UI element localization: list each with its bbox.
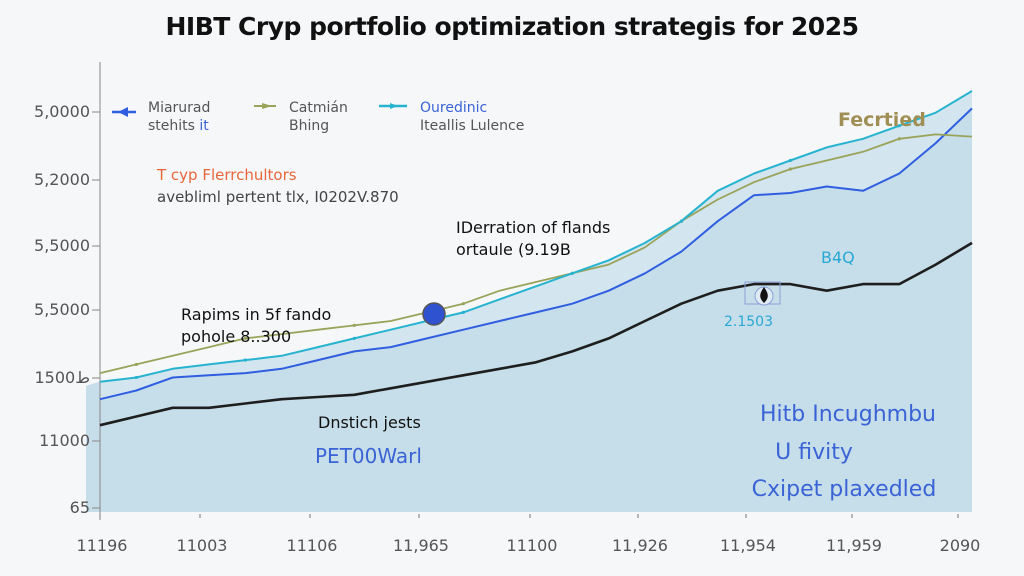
series-point-2 <box>134 362 138 367</box>
axes-layer: 5,0000 5,2000 5,5000 5,5000 1500ط 11000 65 1119… <box>34 62 980 555</box>
dnstich-label: Dnstich jests <box>318 413 421 432</box>
legend-label-1b-accent: it <box>199 118 209 134</box>
x-tick-label: 2090 <box>940 536 981 555</box>
y-tick-label: 5,5000 <box>34 300 90 319</box>
series-point-3 <box>788 158 792 163</box>
chart-title: HIBT Cryp portfolio optimization strateg… <box>165 12 859 41</box>
legend-label-3a: Ouredinic <box>420 100 487 116</box>
legend-label-1b: stehits it <box>148 118 209 134</box>
legend-label-1a: Miarurad <box>148 100 210 116</box>
area-band <box>100 91 972 400</box>
deration-label-line1: IDerration of flands <box>456 218 610 237</box>
series-point-2 <box>461 302 465 306</box>
x-tick-label: 11,959 <box>826 536 882 555</box>
x-tick-label: 11003 <box>177 536 228 555</box>
marker-drop <box>760 287 768 303</box>
series-point-2 <box>897 137 901 141</box>
marker-value: 2.1503 <box>724 314 773 330</box>
highlight-dot <box>422 302 446 326</box>
forecast-label: Fecrtied <box>838 109 926 131</box>
area-layer <box>86 91 972 513</box>
series-point-3 <box>352 336 356 340</box>
series-line-1 <box>99 107 973 401</box>
x-tick-label: 11,926 <box>612 536 668 555</box>
legend-label-2b: Bhing <box>289 118 329 134</box>
legend-marker-2 <box>262 103 272 109</box>
hitb-label-line2: U fivity <box>775 440 853 465</box>
deration-label-line2: ortaule (9.19B <box>456 240 571 259</box>
pet-label: PET00Warl <box>315 444 422 468</box>
series-point-2 <box>352 323 356 327</box>
legend-label-3b: Iteallis Lulence <box>420 118 524 134</box>
note-title: T cyp Flerrchultors <box>156 166 297 184</box>
legend-item-3: Ouredinic Iteallis Lulence <box>379 100 524 134</box>
y-tick-label: 1500ط <box>34 368 90 387</box>
series-point-3 <box>134 375 138 380</box>
series-line-4 <box>99 241 973 427</box>
x-tick-label: 11,954 <box>720 536 776 555</box>
y-tick-label: 5,2000 <box>34 170 90 189</box>
series-point-3 <box>897 124 901 128</box>
legend-label-1b-part: stehits <box>148 118 199 134</box>
x-tick-label: 11106 <box>287 536 338 555</box>
rapims-label-line2: pohole 8..300 <box>181 327 291 346</box>
series-layer <box>99 90 973 427</box>
legend-marker-3 <box>390 103 398 109</box>
x-tick-label: 11196 <box>77 536 128 555</box>
y-tick-label: 5,5000 <box>34 236 90 255</box>
marker-pin-icon <box>744 281 781 306</box>
series-point-3 <box>243 358 247 362</box>
legend-item-2: Catmián Bhing <box>254 100 348 134</box>
y-tick-label: 5,0000 <box>34 102 90 121</box>
series-point-3 <box>570 271 574 275</box>
annotations: T cyp Flerrchultors avebliml pertent tlx… <box>156 109 936 502</box>
hitb-label-line3: Cxipet plaxedled <box>752 477 937 502</box>
hitb-label-line1: Hitb Incughmbu <box>760 402 936 427</box>
x-tick-label: 11100 <box>507 536 558 555</box>
b40-label: B4Q <box>821 248 855 267</box>
x-tick-label: 11,965 <box>393 536 449 555</box>
series-point-3 <box>461 310 465 314</box>
series-point-2 <box>788 167 792 171</box>
legend-label-2a: Catmián <box>289 100 348 116</box>
y-tick-label: 65 <box>70 498 90 517</box>
rapims-label-line1: Rapims in 5f fando <box>181 305 331 324</box>
y-tick-label: 11000 <box>39 431 90 450</box>
note-body: avebliml pertent tlx, I0202V.870 <box>157 188 399 206</box>
legend-item-1: Miarurad stehits it <box>112 100 210 134</box>
series-point-2 <box>243 336 247 340</box>
legend: Miarurad stehits it Catmián Bhing Ouredi… <box>112 100 524 134</box>
series-point-3 <box>679 219 683 223</box>
legend-marker-1 <box>118 107 128 117</box>
